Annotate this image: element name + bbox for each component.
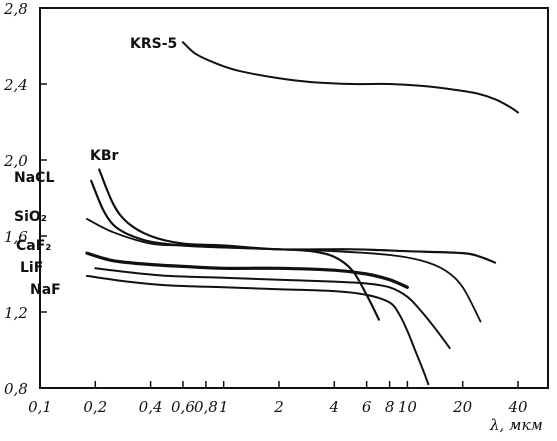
series-line-sio [86,218,482,323]
x-tick-label: 0,1 [28,398,52,416]
plot-frame [39,7,549,389]
y-tick-label: 1,6 [4,228,28,246]
series-line-krs-5 [181,41,519,114]
series-label-kbr: KBr [90,148,119,164]
x-tick-label: 20 [452,398,473,416]
x-tick-label: 40 [507,398,528,416]
x-tick-label: 0,6 [171,398,195,416]
series-label-naf: NaF [30,282,61,298]
series-label-lif: LiF [20,260,43,276]
y-tick-label: 2,8 [3,0,28,18]
series-labels: KRS-5 KBr NaCL SiO₂ CaF₂ LiF NaF [14,36,177,298]
y-tick-label: 1,2 [4,304,28,322]
x-tick-label: 8 [385,398,395,416]
series-line-lif [94,267,451,350]
series-line-kbr [98,168,497,264]
y-tick-label: 0,8 [4,380,28,398]
x-tick-label: 2 [273,398,284,416]
x-tick-label: 4 [329,398,340,416]
x-tick-label: 1 [219,398,229,416]
series-label-caf: CaF₂ [16,238,51,254]
series-line-caf [85,251,409,289]
x-tick-label: 0,2 [83,398,107,416]
x-axis-label: λ, мкм [489,416,543,434]
series-curves [85,41,519,386]
series-line-naf [85,274,430,386]
y-tick-label: 2,0 [3,152,28,170]
y-tick-label: 2,4 [3,76,28,94]
x-axis-ticks: 0,1 0,2 0,4 0,6 0,8 1 2 4 6 8 10 20 40 [28,381,528,416]
series-label-nacl: NaCL [14,170,54,186]
series-label-krs-5: KRS-5 [130,36,177,52]
series-label-sio: SiO₂ [14,209,47,225]
x-tick-label: 0,8 [194,398,218,416]
x-tick-label: 0,4 [139,398,163,416]
x-tick-label: 10 [398,398,418,416]
x-tick-label: 6 [362,398,372,416]
y-axis-ticks: 0,8 1,2 1,6 2,0 2,4 2,8 [3,0,47,398]
